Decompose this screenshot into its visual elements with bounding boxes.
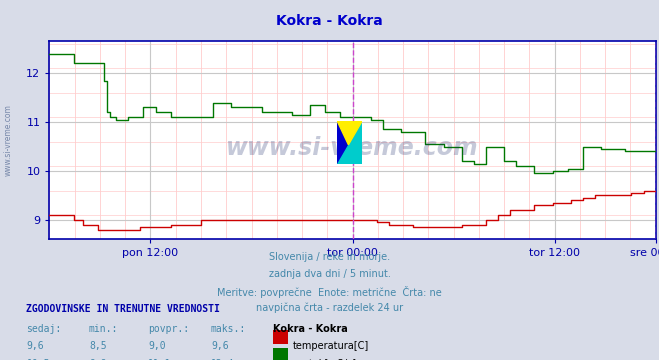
Text: Slovenija / reke in morje.: Slovenija / reke in morje. [269, 252, 390, 262]
Text: sedaj:: sedaj: [26, 324, 61, 334]
Text: 9,6: 9,6 [26, 341, 44, 351]
Text: www.si-vreme.com: www.si-vreme.com [226, 136, 479, 160]
Text: Meritve: povprečne  Enote: metrične  Črta: ne: Meritve: povprečne Enote: metrične Črta:… [217, 286, 442, 298]
Text: temperatura[C]: temperatura[C] [293, 341, 370, 351]
Text: pretok[m3/s]: pretok[m3/s] [293, 359, 357, 360]
Text: 10,5: 10,5 [26, 359, 50, 360]
Text: maks.:: maks.: [211, 324, 246, 334]
Text: Kokra - Kokra: Kokra - Kokra [276, 14, 383, 28]
Text: 9,9: 9,9 [89, 359, 107, 360]
Text: 8,5: 8,5 [89, 341, 107, 351]
Text: 9,6: 9,6 [211, 341, 229, 351]
Text: 12,4: 12,4 [211, 359, 235, 360]
Text: 11,1: 11,1 [148, 359, 172, 360]
Polygon shape [337, 121, 362, 164]
Text: 9,0: 9,0 [148, 341, 166, 351]
Text: min.:: min.: [89, 324, 119, 334]
Text: Kokra - Kokra: Kokra - Kokra [273, 324, 348, 334]
Polygon shape [337, 121, 362, 145]
Text: povpr.:: povpr.: [148, 324, 189, 334]
Text: navpična črta - razdelek 24 ur: navpična črta - razdelek 24 ur [256, 303, 403, 313]
Text: ZGODOVINSKE IN TRENUTNE VREDNOSTI: ZGODOVINSKE IN TRENUTNE VREDNOSTI [26, 304, 220, 314]
Text: zadnja dva dni / 5 minut.: zadnja dva dni / 5 minut. [269, 269, 390, 279]
Text: www.si-vreme.com: www.si-vreme.com [3, 104, 13, 176]
